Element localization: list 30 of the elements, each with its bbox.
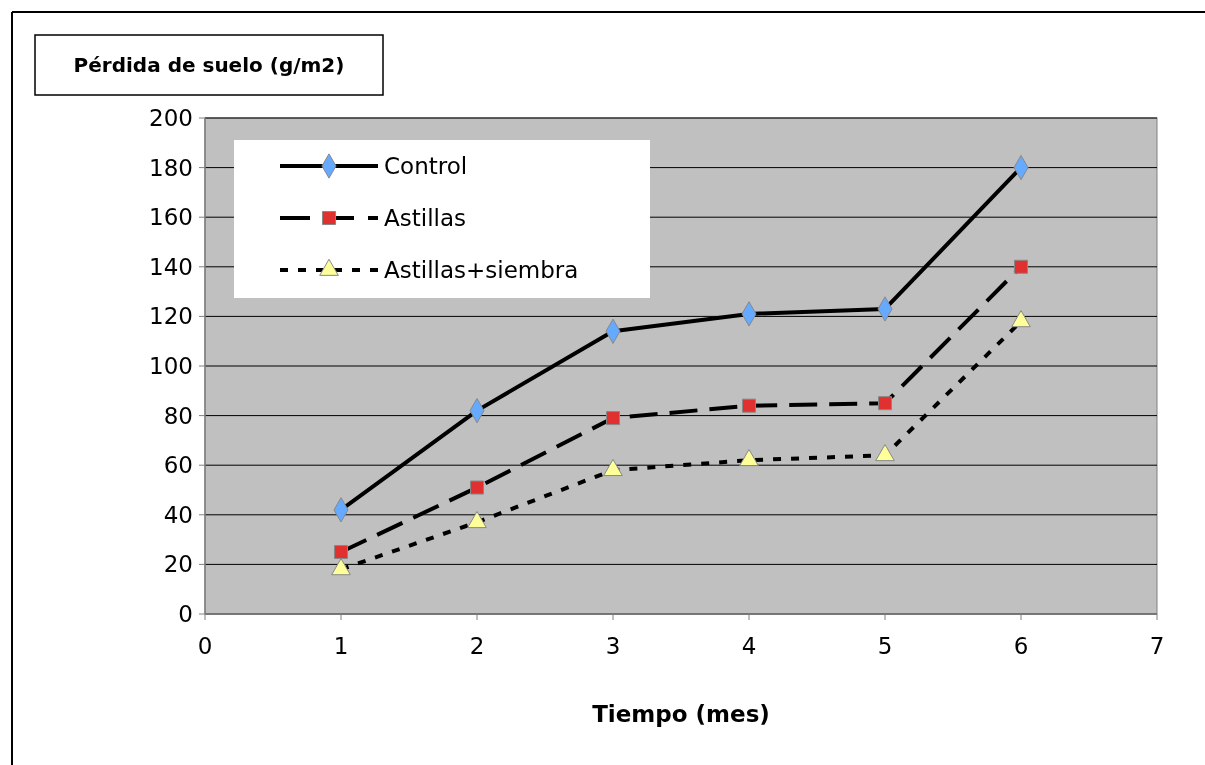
y-tick-label: 100	[149, 353, 193, 380]
point	[333, 544, 349, 560]
y-tick-label: 80	[163, 402, 193, 429]
x-tick-label: 1	[333, 633, 349, 659]
y-tick-label: 180	[149, 154, 193, 181]
x-tick-label: 3	[605, 633, 621, 659]
y-tick-label: 60	[163, 452, 193, 479]
legend-label: Astillas	[384, 205, 466, 232]
x-tick-label: 2	[469, 633, 485, 659]
x-tick-label: 4	[741, 633, 757, 659]
y-tick-label: 20	[163, 551, 193, 578]
x-tick-label: 5	[877, 633, 893, 659]
legend-label: Astillas+siembra	[384, 257, 579, 284]
y-tick-label: 160	[149, 204, 193, 231]
x-tick-label: 7	[1149, 633, 1165, 659]
point	[605, 411, 621, 426]
point	[1013, 259, 1029, 274]
point	[877, 396, 893, 411]
y-tick-label: 200	[149, 105, 193, 132]
y-tick-label: 120	[149, 303, 193, 330]
point	[469, 480, 485, 495]
x-tick-label: 0	[197, 633, 213, 659]
y-tick-label: 140	[149, 253, 193, 280]
legend-label: Control	[384, 153, 468, 180]
chart-title: Pérdida de suelo (g/m2)	[73, 53, 345, 77]
x-axis-title: Tiempo (mes)	[592, 701, 770, 727]
x-tick-label: 6	[1013, 633, 1029, 659]
point	[741, 398, 757, 413]
y-tick-label: 0	[178, 601, 193, 628]
y-tick-label: 40	[163, 501, 193, 528]
